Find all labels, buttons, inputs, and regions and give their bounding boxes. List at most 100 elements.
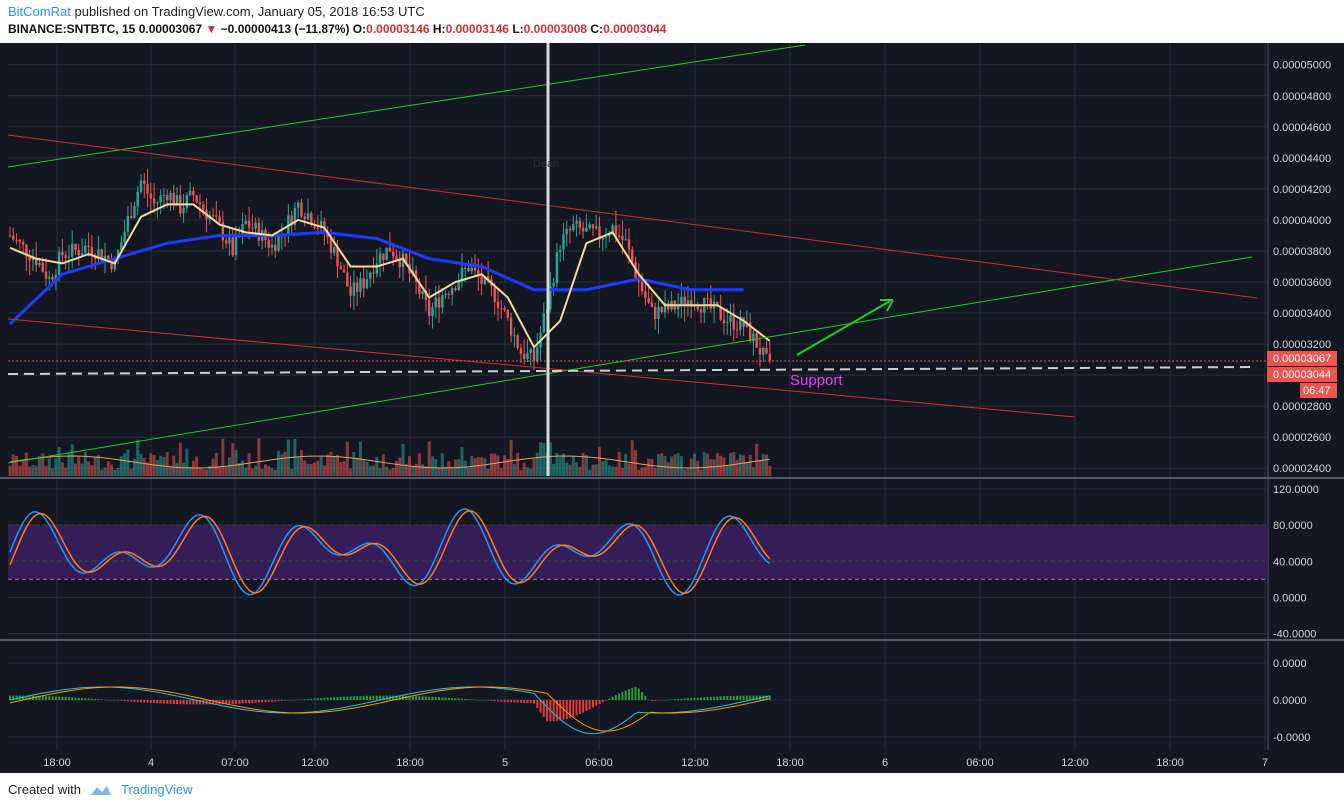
candle-body (568, 228, 572, 231)
support-label: Support (790, 372, 843, 389)
macd-hist-bar (166, 700, 169, 704)
candle-body (185, 195, 189, 209)
candle-body (333, 246, 336, 253)
macd-hist-bar (303, 699, 306, 700)
candle-body (166, 195, 169, 201)
macd-hist-bar (153, 700, 156, 704)
volume-bar (96, 455, 100, 476)
volume-bar (385, 466, 389, 476)
macd-hist-bar (67, 697, 70, 700)
macd-hist-bar (683, 698, 686, 700)
macd-hist-bar (385, 695, 388, 700)
candle-body (51, 276, 54, 280)
candle-body (617, 235, 621, 237)
volume-bar (15, 455, 19, 476)
macd-hist-bar (634, 686, 637, 700)
macd-hist-bar (474, 699, 477, 701)
candle-body (686, 300, 690, 307)
macd-hist-bar (221, 700, 224, 705)
macd-hist-bar (25, 695, 28, 700)
volume-bar (100, 469, 104, 476)
volume-bar (83, 452, 87, 476)
candle-body (388, 247, 392, 252)
volume-bar (80, 463, 84, 476)
volume-bar (647, 458, 651, 476)
volume-bar (591, 464, 595, 476)
x-tick-label: 4 (148, 757, 154, 769)
volume-bar (41, 453, 45, 476)
volume-bar (116, 468, 120, 476)
macd-hist-bar (392, 695, 395, 700)
macd-hist-bar (238, 700, 241, 704)
volume-bar (342, 461, 346, 476)
volume-bar (460, 446, 464, 476)
volume-bar (568, 464, 572, 476)
macd-hist-bar (487, 700, 490, 701)
candle-body (74, 243, 77, 250)
macd-hist-bar (208, 700, 211, 705)
candle-body (690, 300, 693, 307)
volume-bar (650, 459, 654, 476)
volume-bar (303, 460, 307, 476)
macd-hist-bar (483, 700, 486, 701)
candle-body (591, 224, 595, 229)
volume-bar (444, 467, 448, 476)
candle-body (660, 307, 663, 313)
trend-line-green-lower (7, 256, 1253, 464)
macd-hist-bar (496, 700, 499, 702)
macd-hist-bar (343, 696, 346, 700)
macd-hist-bar (693, 697, 696, 700)
macd-hist-bar (300, 699, 303, 700)
volume-bar (332, 456, 336, 476)
macd-hist-bar (248, 700, 251, 704)
volume-bar (34, 465, 38, 476)
stoch-tick-label: 40.0000 (1273, 556, 1313, 568)
volume-bar (558, 457, 562, 476)
tradingview-link[interactable]: TradingView (120, 782, 193, 797)
macd-hist-bar (117, 700, 120, 701)
macd-hist-bar (470, 699, 473, 700)
stoch-k-line (9, 508, 771, 596)
macd-hist-bar (627, 689, 630, 700)
volume-bar (683, 469, 687, 476)
candle-body (532, 348, 536, 362)
volume-bar (172, 455, 176, 476)
volume-bar (627, 463, 631, 476)
y-tick-label: 0.00004000 (1273, 215, 1331, 227)
candle-body (221, 222, 225, 241)
candle-body (500, 308, 503, 310)
created-text: Created with (8, 782, 81, 797)
candle-body (575, 220, 578, 224)
macd-hist-bar (578, 700, 581, 715)
candle-body (522, 353, 526, 359)
volume-bar (601, 461, 605, 476)
macd-hist-bar (755, 695, 758, 700)
macd-hist-bar (149, 700, 152, 703)
candle-body (64, 255, 67, 258)
candle-body (467, 267, 470, 272)
volume-bar (594, 464, 598, 476)
macd-tick-label: 0.0000 (1273, 695, 1307, 707)
volume-bar (336, 454, 339, 476)
candle-body (21, 241, 25, 245)
candle-body (473, 267, 477, 271)
candle-body (486, 276, 490, 280)
macd-hist-bar (575, 700, 578, 716)
candle-body (611, 225, 614, 235)
author-link[interactable]: BitComRat (8, 4, 71, 19)
x-tick-label: 06:00 (585, 757, 613, 769)
candle-body (103, 255, 107, 261)
stoch-tick-label: -40.0000 (1273, 628, 1316, 640)
volume-bar (165, 452, 169, 476)
macd-hist-bar (680, 698, 683, 700)
candle-body (457, 281, 460, 291)
volume-bar (525, 467, 529, 476)
chart-area[interactable]: Dean Support 0.00005000 0.00004800 0.000046… (0, 43, 1344, 773)
macd-hist-bar (552, 700, 555, 722)
macd-hist-bar (700, 697, 703, 700)
footer: Created with TradingView (8, 782, 193, 797)
trend-line-red-upper (7, 134, 1258, 299)
volume-bar (185, 448, 189, 476)
macd-hist-bar (310, 698, 313, 700)
